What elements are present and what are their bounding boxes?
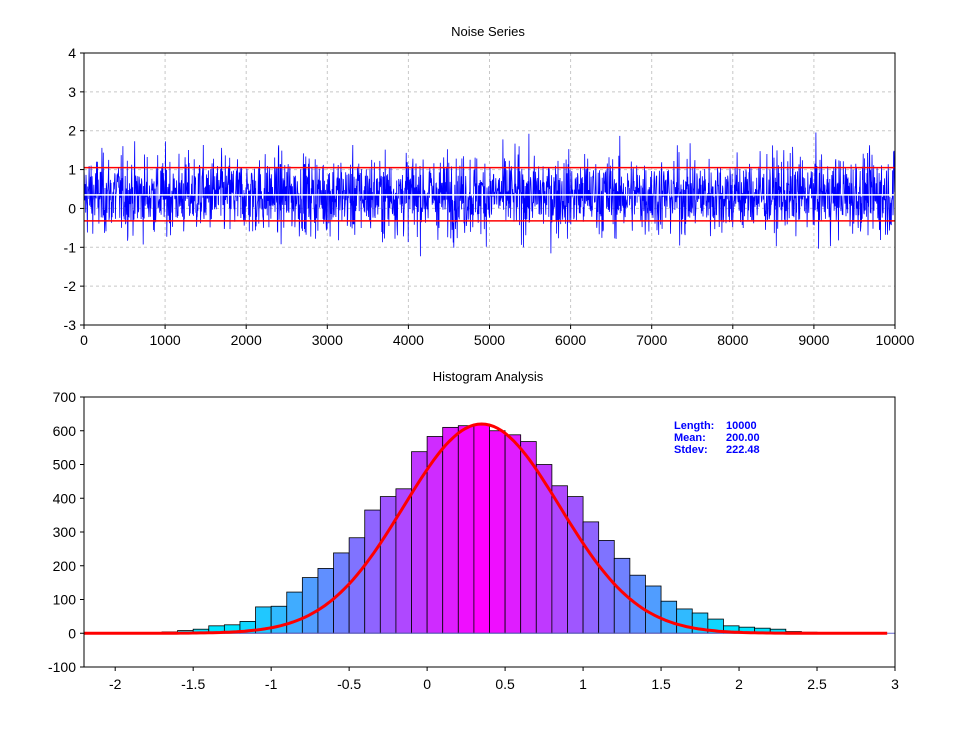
histogram-x-tick-label: -1	[265, 676, 278, 692]
noise-y-tick-label: -2	[64, 278, 77, 294]
noise-y-tick-label: 4	[68, 45, 76, 61]
histogram-bars	[145, 423, 834, 634]
histogram-bar	[270, 605, 288, 634]
noise-y-tick-label: 3	[68, 84, 76, 100]
noise-series-title: Noise Series	[451, 24, 525, 39]
noise-y-tick-label: -1	[64, 239, 77, 255]
histogram-bar	[442, 426, 459, 634]
histogram-y-tick-label: 100	[53, 592, 77, 608]
histogram-y-tick-label: 500	[53, 457, 77, 473]
noise-x-tick-label: 1000	[150, 332, 181, 348]
histogram-title: Histogram Analysis	[433, 369, 544, 384]
histogram-stats-box: Length: 10000 Mean: 200.00 Stdev: 222.48	[674, 420, 760, 456]
histogram-bar	[598, 540, 615, 634]
stat-stdev-label: Stdev:	[674, 444, 708, 456]
noise-x-tick-label: 0	[80, 332, 88, 348]
histogram-bar	[379, 496, 397, 634]
stat-mean-value: 200.00	[726, 432, 760, 444]
histogram-bar	[301, 577, 319, 634]
noise-series-path	[83, 132, 896, 257]
noise-x-tick-label: 4000	[393, 332, 424, 348]
histogram-bar	[395, 488, 412, 634]
noise-x-tick-label: 2000	[231, 332, 262, 348]
noise-series-chart: Noise Series 0 1000 2000 3000 4000 5000 6000 70…	[64, 24, 915, 348]
histogram-chart: Histogram Analysis -2 -1.5 -1 -0.5 0 0.5 1 1.5 2…	[48, 369, 899, 692]
noise-x-tick-label: 5000	[474, 332, 505, 348]
histogram-x-tick-label: -0.5	[337, 676, 361, 692]
histogram-bar	[645, 585, 662, 634]
histogram-bar	[348, 537, 366, 634]
histogram-bar	[567, 496, 584, 634]
histogram-y-tick-label: 700	[53, 389, 77, 405]
histogram-bar	[489, 430, 506, 634]
noise-y-tick-label: 0	[68, 200, 76, 216]
histogram-y-tick-label: 200	[53, 558, 77, 574]
histogram-x-tick-label: 1.5	[651, 676, 671, 692]
histogram-y-tick-label: 300	[53, 524, 77, 540]
histogram-x-tick-label: 0.5	[495, 676, 515, 692]
histogram-x-tick-label: -1.5	[181, 676, 205, 692]
stat-mean-label: Mean:	[674, 432, 706, 444]
noise-x-tick-label: 9000	[798, 332, 829, 348]
normal-fit-path	[84, 422, 888, 635]
histogram-bar	[473, 423, 490, 634]
noise-y-tick-label: 1	[68, 162, 76, 178]
histogram-x-tick-label: 1	[579, 676, 587, 692]
noise-y-tick-label: -3	[64, 317, 77, 333]
histogram-x-tick-label: 3	[891, 676, 899, 692]
histogram-x-ticks: -2 -1.5 -1 -0.5 0 0.5 1 1.5 2 2.5 3	[109, 667, 899, 692]
histogram-bar	[520, 441, 537, 634]
noise-series-y-ticks: 4 3 2 1 0 -1 -2 -3	[64, 45, 84, 333]
histogram-bar	[457, 425, 475, 634]
histogram-y-tick-label: 0	[68, 625, 76, 641]
histogram-y-ticks: 700 600 500 400 300 200 100 0 -100	[48, 389, 84, 675]
stat-stdev-value: 222.48	[726, 444, 760, 456]
histogram-bar	[504, 434, 522, 634]
histogram-x-tick-label: 2.5	[807, 676, 827, 692]
noise-x-tick-label: 8000	[717, 332, 748, 348]
noise-x-tick-label: 10000	[876, 332, 915, 348]
histogram-y-tick-label: 400	[53, 490, 77, 506]
stat-length-value: 10000	[726, 420, 757, 432]
histogram-bar	[676, 608, 693, 634]
noise-y-tick-label: 2	[68, 123, 76, 139]
noise-series-line	[83, 132, 896, 257]
histogram-bar	[286, 591, 303, 634]
histogram-bar	[660, 600, 678, 634]
histogram-fit-curve	[84, 422, 888, 635]
noise-series-reference-lines	[84, 166, 895, 222]
stat-length-label: Length:	[674, 420, 714, 432]
noise-x-tick-label: 3000	[312, 332, 343, 348]
histogram-y-tick-label: 600	[53, 423, 77, 439]
noise-x-tick-label: 6000	[555, 332, 586, 348]
noise-x-tick-label: 7000	[636, 332, 667, 348]
histogram-x-tick-label: 2	[735, 676, 743, 692]
histogram-bar	[582, 521, 600, 634]
histogram-x-tick-label: -2	[109, 676, 122, 692]
histogram-bar	[364, 509, 381, 634]
histogram-x-tick-label: 0	[423, 676, 431, 692]
noise-series-x-ticks: 0 1000 2000 3000 4000 5000 6000 7000 8000 9000 100…	[80, 325, 915, 348]
histogram-y-tick-label: -100	[48, 659, 76, 675]
